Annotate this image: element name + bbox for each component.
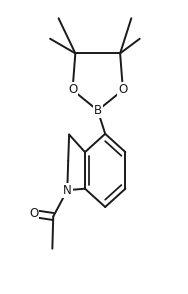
Text: O: O	[29, 207, 38, 220]
Text: O: O	[118, 83, 127, 96]
Text: N: N	[63, 184, 72, 197]
Text: B: B	[94, 104, 102, 117]
Text: O: O	[68, 83, 77, 96]
